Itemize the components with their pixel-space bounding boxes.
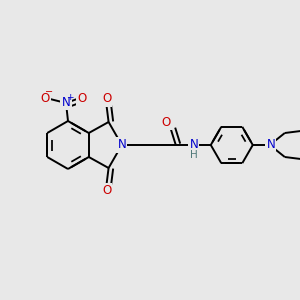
Text: O: O (102, 92, 111, 106)
Text: O: O (102, 184, 111, 197)
Text: +: + (66, 92, 74, 101)
Text: O: O (161, 116, 170, 128)
Text: O: O (77, 92, 87, 104)
Text: −: − (45, 87, 53, 97)
Text: N: N (61, 95, 70, 109)
Text: O: O (40, 92, 50, 104)
Text: H: H (190, 150, 198, 160)
Text: N: N (189, 139, 198, 152)
Text: N: N (117, 139, 126, 152)
Text: N: N (266, 139, 275, 152)
